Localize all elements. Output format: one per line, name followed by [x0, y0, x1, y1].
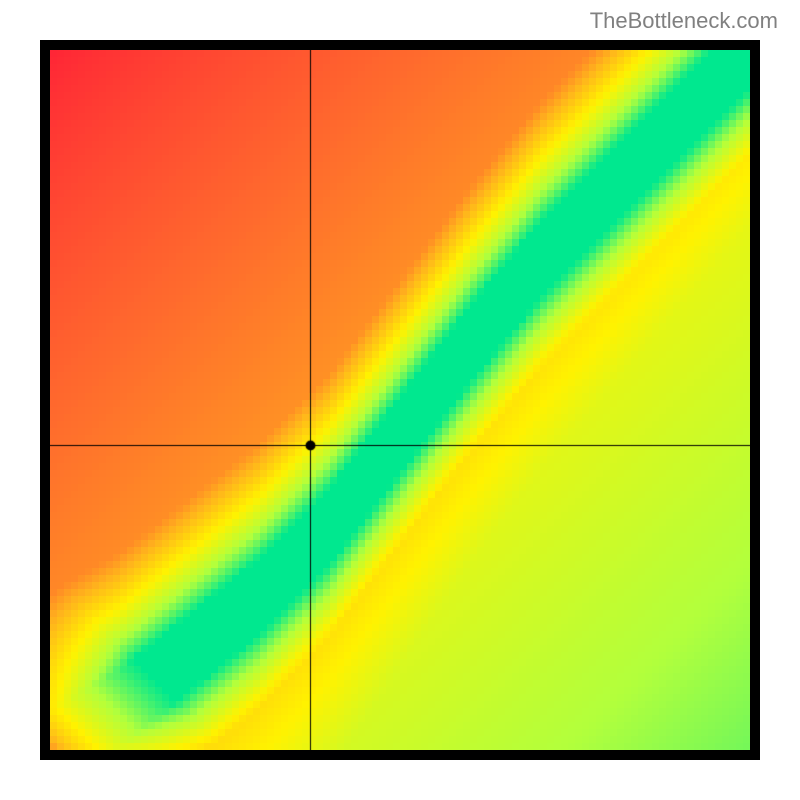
- watermark-text: TheBottleneck.com: [590, 8, 778, 34]
- bottleneck-heatmap: [50, 50, 750, 750]
- chart-frame: [40, 40, 760, 760]
- page-container: TheBottleneck.com: [0, 0, 800, 800]
